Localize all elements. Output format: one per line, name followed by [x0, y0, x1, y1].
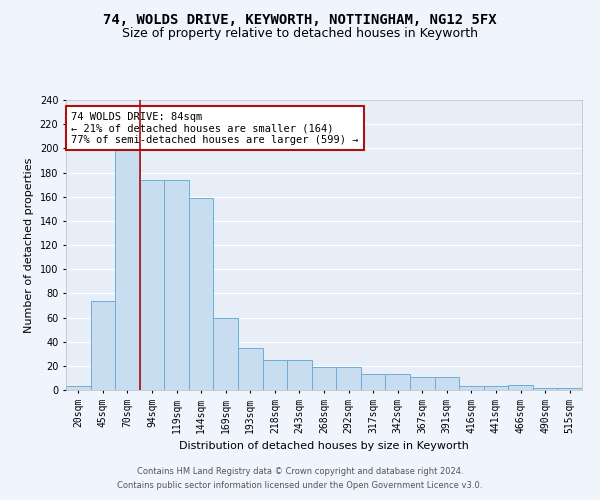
Bar: [214, 318, 238, 390]
Bar: [533, 388, 557, 390]
Bar: [385, 374, 410, 390]
Bar: [189, 198, 214, 390]
Bar: [434, 376, 459, 390]
Text: 74 WOLDS DRIVE: 84sqm
← 21% of detached houses are smaller (164)
77% of semi-det: 74 WOLDS DRIVE: 84sqm ← 21% of detached …: [71, 112, 359, 145]
Bar: [508, 385, 533, 390]
Bar: [140, 180, 164, 390]
Text: Size of property relative to detached houses in Keyworth: Size of property relative to detached ho…: [122, 28, 478, 40]
Bar: [361, 374, 385, 390]
Text: 74, WOLDS DRIVE, KEYWORTH, NOTTINGHAM, NG12 5FX: 74, WOLDS DRIVE, KEYWORTH, NOTTINGHAM, N…: [103, 12, 497, 26]
Bar: [263, 360, 287, 390]
Bar: [484, 386, 508, 390]
X-axis label: Distribution of detached houses by size in Keyworth: Distribution of detached houses by size …: [179, 441, 469, 451]
Bar: [287, 360, 312, 390]
Bar: [91, 300, 115, 390]
Bar: [459, 386, 484, 390]
Bar: [410, 376, 434, 390]
Bar: [238, 348, 263, 390]
Text: Contains HM Land Registry data © Crown copyright and database right 2024.: Contains HM Land Registry data © Crown c…: [137, 467, 463, 476]
Bar: [312, 367, 336, 390]
Bar: [557, 388, 582, 390]
Bar: [164, 180, 189, 390]
Text: Contains public sector information licensed under the Open Government Licence v3: Contains public sector information licen…: [118, 481, 482, 490]
Bar: [115, 147, 140, 390]
Y-axis label: Number of detached properties: Number of detached properties: [24, 158, 34, 332]
Bar: [336, 367, 361, 390]
Bar: [66, 386, 91, 390]
